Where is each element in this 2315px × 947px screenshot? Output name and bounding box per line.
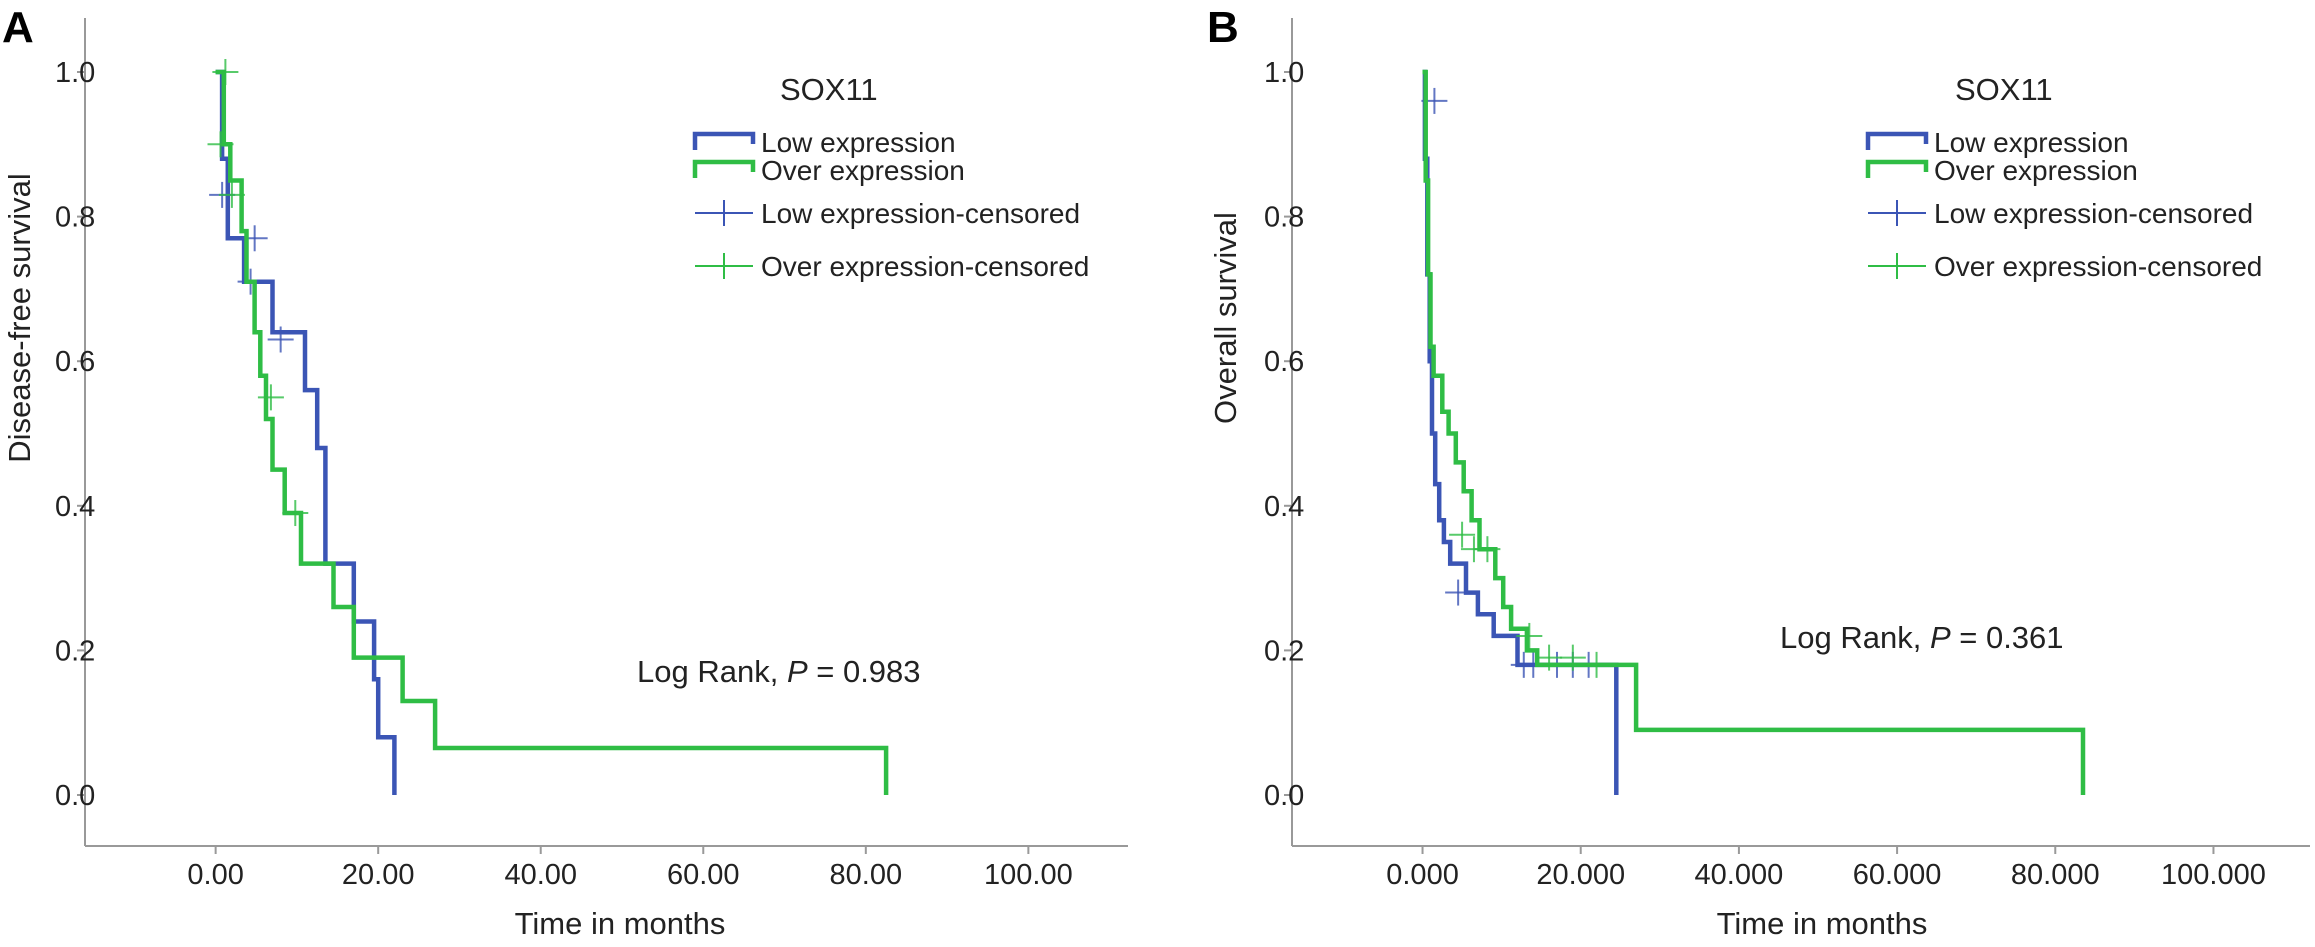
censor-mark-low (1445, 579, 1472, 606)
x-tick-label: 0.00 (187, 859, 243, 891)
legend-swatch-low (692, 131, 756, 150)
legend-label: Low expression (761, 127, 956, 158)
legend-swatch-over-censored (1868, 253, 1926, 279)
legend-label: Over expression (1934, 155, 2138, 186)
legend-swatch-low-censored (695, 200, 753, 226)
x-tick-label: 80.000 (2011, 859, 2100, 891)
y-tick-label: 0.6 (55, 346, 95, 378)
series-line-low (215, 69, 397, 795)
legend-title: SOX11 (780, 72, 878, 107)
legend-swatch-over (692, 159, 756, 178)
legend-label: Low expression (1934, 127, 2129, 158)
panel-letter: B (1207, 3, 1239, 52)
x-tick-label: 100.000 (2161, 859, 2266, 891)
censor-mark-over (1536, 644, 1563, 671)
log-rank-annotation: Log Rank, P = 0.983 (637, 654, 921, 689)
y-axis-title: Disease-free survival (2, 173, 37, 462)
x-tick-label: 60.000 (1853, 859, 1942, 891)
y-tick-label: 1.0 (1264, 57, 1304, 89)
y-tick-label: 0.0 (1264, 780, 1304, 812)
log-rank-annotation: Log Rank, P = 0.361 (1780, 620, 2064, 655)
legend-label: Low expression-censored (1934, 198, 2253, 229)
legend-swatch-over (1865, 159, 1929, 178)
x-axis-title: Time in months (1717, 906, 1928, 941)
censor-mark-over (218, 181, 245, 208)
y-axis-title: Overall survival (1208, 212, 1243, 424)
x-tick-label: 0.000 (1386, 859, 1459, 891)
series-line-over (215, 69, 889, 795)
y-tick-label: 0.8 (55, 202, 95, 234)
panel-a: A 0.0 0.2 0.4 0.6 0.8 1.0 0.00 20.00 40.00 60.00 80… (2, 3, 1128, 941)
censor-mark-over (1559, 644, 1586, 671)
legend-label: Over expression (761, 155, 965, 186)
series-line-over (1422, 69, 2086, 795)
censor-mark-over (1583, 651, 1610, 678)
legend-swatch-over-censored (695, 253, 753, 279)
x-tick-label: 60.00 (667, 859, 740, 891)
legend-swatch-low-censored (1868, 200, 1926, 226)
legend-label: Over expression-censored (761, 251, 1089, 282)
y-tick-label: 0.2 (55, 635, 95, 667)
panel-letter: A (2, 3, 34, 52)
legend-swatch-low (1865, 131, 1929, 150)
x-tick-label: 100.00 (984, 859, 1073, 891)
censor-mark-over (1474, 536, 1501, 563)
y-tick-label: 0.2 (1264, 635, 1304, 667)
censor-mark-over (282, 500, 309, 527)
x-tick-label: 40.00 (504, 859, 577, 891)
x-tick-label: 40.000 (1695, 859, 1784, 891)
y-tick-label: 0.0 (55, 780, 95, 812)
x-tick-label: 20.00 (342, 859, 415, 891)
y-tick-label: 0.4 (1264, 491, 1304, 523)
y-tick-label: 1.0 (55, 57, 95, 89)
panel-b: B 0.0 0.2 0.4 0.6 0.8 1.0 0.000 20.000 40.000 60.0… (1207, 3, 2310, 941)
censor-mark-low (267, 326, 294, 353)
y-tick-label: 0.6 (1264, 346, 1304, 378)
x-tick-label: 20.000 (1536, 859, 1625, 891)
censor-mark-over (257, 384, 284, 411)
censor-mark-over (1449, 521, 1476, 548)
legend-title: SOX11 (1955, 72, 2053, 107)
legend-label: Low expression-censored (761, 198, 1080, 229)
x-axis-title: Time in months (515, 906, 726, 941)
censor-mark-over (1516, 622, 1543, 649)
x-tick-label: 80.00 (830, 859, 903, 891)
censor-mark-over (212, 59, 239, 85)
censor-mark-over (207, 131, 234, 158)
y-tick-label: 0.4 (55, 491, 95, 523)
y-tick-label: 0.8 (1264, 202, 1304, 234)
legend-label: Over expression-censored (1934, 251, 2262, 282)
